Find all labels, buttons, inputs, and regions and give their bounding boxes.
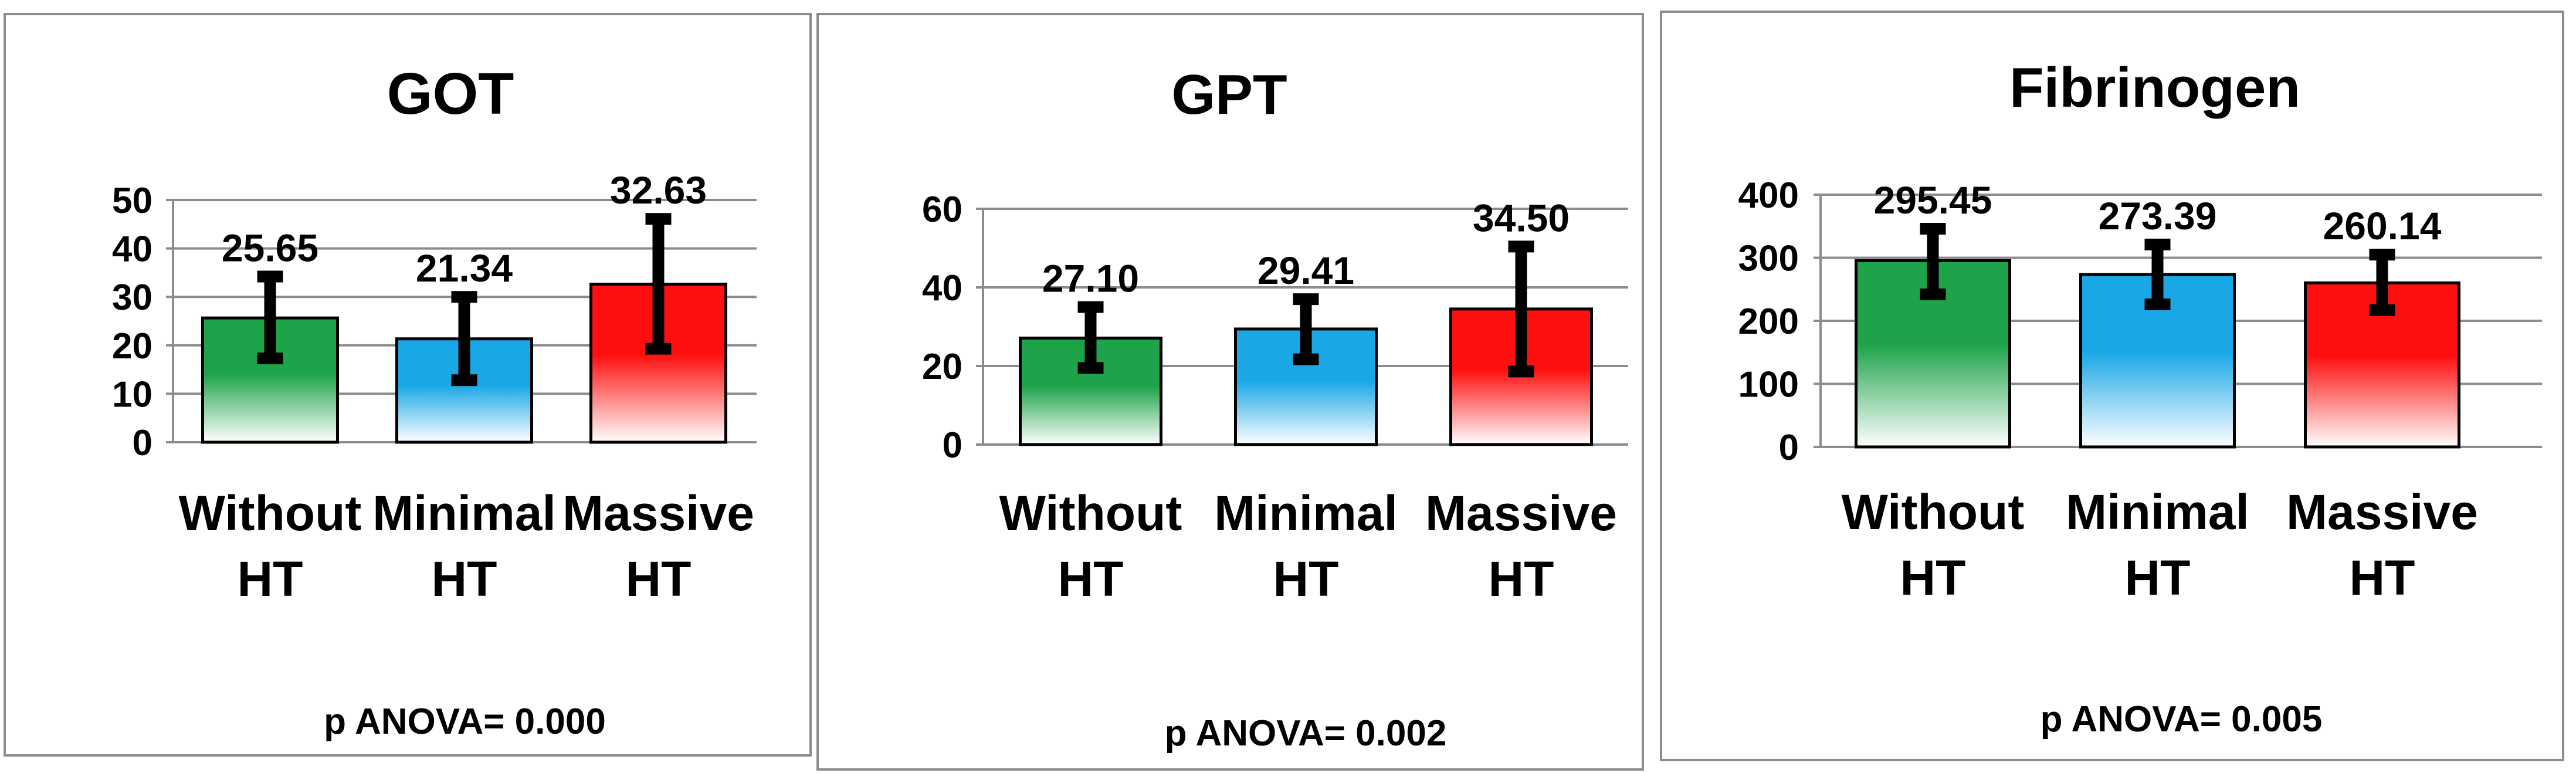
chart-got: GOT 0 10 20 30 40 50 25.65 Without HT 21.34 Minimal… (112, 61, 757, 742)
category-label: Without (179, 486, 362, 541)
category-label: Minimal (372, 486, 556, 541)
y-tick-label: 0 (133, 423, 152, 463)
bar (2079, 273, 2236, 449)
data-label: 25.65 (222, 226, 318, 270)
y-tick-label: 0 (943, 425, 962, 466)
y-tick-label: 100 (1738, 365, 1799, 405)
chart-fibrinogen: Fibrinogen 0 100 200 300 400 295.45 Without HT 27… (1738, 56, 2542, 740)
y-tick-label: 20 (922, 347, 962, 387)
category-label: HT (432, 551, 497, 606)
category-label: HT (1058, 551, 1124, 606)
category-label: Minimal (1214, 486, 1398, 541)
category-label: HT (1900, 550, 1966, 605)
data-label: 34.50 (1473, 196, 1570, 239)
y-tick-label: 30 (112, 277, 152, 318)
category-label: Massive (2286, 484, 2478, 540)
data-label: 27.10 (1042, 257, 1139, 300)
anova-p-value: p ANOVA= 0.000 (324, 701, 606, 742)
y-tick-label: 60 (922, 189, 962, 230)
category-label: HT (626, 551, 692, 606)
data-label: 295.45 (1874, 178, 1992, 222)
chart-panel-got: GOT 0 10 20 30 40 50 25.65 Without HT 21.34 Minimal… (4, 13, 812, 757)
y-tick-label: 40 (922, 268, 962, 308)
y-tick-label: 0 (1779, 428, 1799, 468)
chart-gpt: GPT 0 20 40 60 27.10 Without HT 29.41 Minimal HT 34… (922, 63, 1628, 754)
chart-title: Fibrinogen (2009, 56, 2300, 119)
chart-panel-gpt: GPT 0 20 40 60 27.10 Without HT 29.41 Minimal HT 34… (816, 13, 1644, 771)
category-label: Massive (1425, 486, 1617, 541)
data-label: 32.63 (610, 168, 707, 212)
y-tick-label: 40 (112, 229, 152, 270)
y-tick-label: 50 (112, 181, 152, 221)
category-label: HT (2350, 550, 2415, 605)
category-label: Without (1842, 484, 2025, 540)
data-label: 29.41 (1258, 249, 1354, 292)
chart-panel-fibrinogen: Fibrinogen 0 100 200 300 400 295.45 Without HT 27… (1660, 11, 2564, 761)
category-label: HT (2125, 550, 2191, 605)
data-label: 21.34 (416, 246, 513, 290)
y-tick-label: 200 (1738, 301, 1799, 342)
category-label: Massive (562, 486, 754, 541)
category-label: Minimal (2066, 484, 2249, 540)
y-tick-label: 20 (112, 326, 152, 367)
data-label: 260.14 (2323, 204, 2442, 248)
category-label: HT (1489, 551, 1554, 606)
category-label: HT (1273, 551, 1339, 606)
y-tick-label: 10 (112, 374, 152, 415)
chart-title: GOT (387, 61, 514, 127)
chart-title: GPT (1171, 63, 1287, 126)
anova-p-value: p ANOVA= 0.005 (2041, 699, 2323, 740)
data-label: 273.39 (2099, 194, 2217, 238)
category-label: HT (238, 551, 303, 606)
y-tick-label: 300 (1738, 239, 1799, 279)
anova-p-value: p ANOVA= 0.002 (1165, 713, 1447, 754)
y-tick-label: 400 (1738, 175, 1799, 216)
category-label: Without (999, 486, 1182, 541)
